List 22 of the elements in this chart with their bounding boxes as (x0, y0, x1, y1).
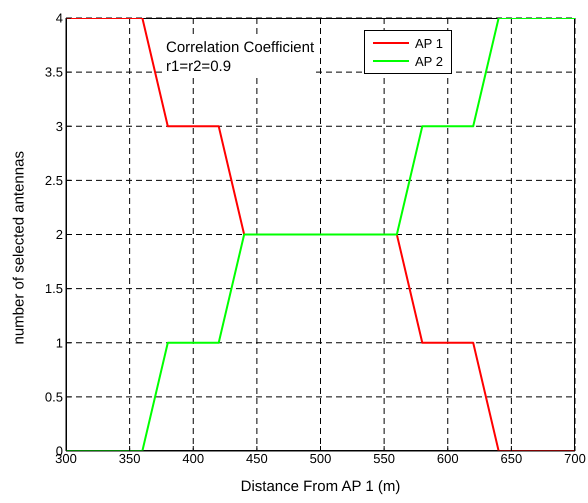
y-tick-label: 3 (56, 118, 63, 134)
y-tick-label: 1.5 (44, 281, 63, 296)
annotation: Correlation Coefficient (166, 38, 314, 57)
legend-label: AP 2 (415, 54, 443, 68)
x-tick-label: 350 (118, 451, 140, 466)
y-tick-label: 0.5 (44, 389, 63, 404)
x-axis-title: Distance From AP 1 (m) (240, 478, 400, 495)
y-axis-title: number of selected antennas (10, 151, 28, 344)
y-tick-label: 1 (56, 335, 63, 350)
y-tick-label: 2.5 (44, 172, 63, 188)
x-tick-label: 400 (182, 451, 204, 466)
y-tick-label: 2 (56, 227, 63, 242)
y-tick-label: 3.5 (44, 64, 63, 80)
y-tick-label: 4 (56, 10, 63, 26)
x-tick-label: 550 (373, 451, 395, 466)
x-tick-label: 700 (564, 451, 586, 466)
x-tick-label: 650 (500, 451, 522, 466)
x-tick-label: 600 (436, 451, 459, 466)
x-tick-label: 450 (246, 451, 268, 466)
legend-label: AP 1 (415, 36, 443, 50)
annotation: r1=r2=0.9 (166, 57, 232, 76)
x-tick-label: 500 (310, 451, 332, 466)
